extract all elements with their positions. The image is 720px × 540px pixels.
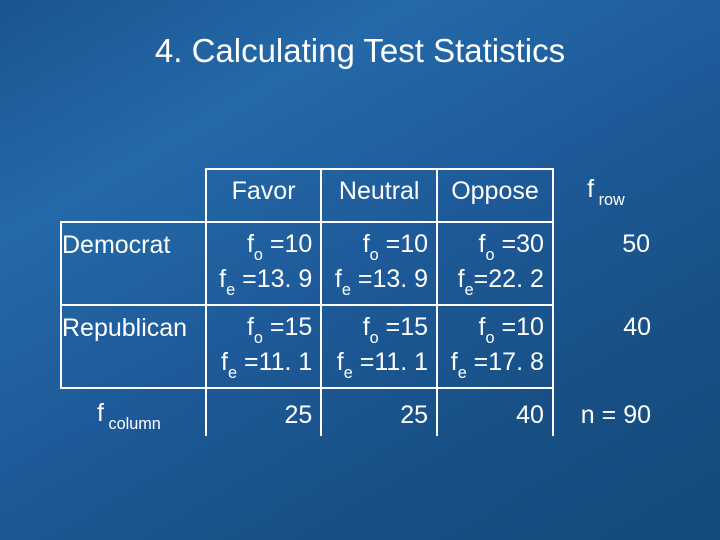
header-blank — [61, 169, 206, 222]
chi-square-table: Favor Neutral Oppose f row Democrat fo =… — [60, 168, 660, 436]
frow-republican: 40 — [553, 305, 659, 388]
grand-total: n = 90 — [553, 388, 659, 436]
cell-republican-favor: fo =15 fe =11. 1 — [206, 305, 321, 388]
slide-title: 4. Calculating Test Statistics — [0, 0, 720, 70]
cell-republican-oppose: fo =10 fe =17. 8 — [437, 305, 553, 388]
fcolumn-favor: 25 — [206, 388, 321, 436]
row-label-republican: Republican — [61, 305, 206, 388]
row-label-fcolumn: f column — [61, 388, 206, 436]
col-header-favor: Favor — [206, 169, 321, 222]
cell-democrat-favor: fo =10 fe =13. 9 — [206, 222, 321, 305]
frow-democrat: 50 — [553, 222, 659, 305]
fcolumn-neutral: 25 — [321, 388, 437, 436]
cell-republican-neutral: fo =15 fe =11. 1 — [321, 305, 437, 388]
cell-democrat-oppose: fo =30 fe=22. 2 — [437, 222, 553, 305]
col-header-frow: f row — [553, 169, 659, 222]
cell-democrat-neutral: fo =10 fe =13. 9 — [321, 222, 437, 305]
fcolumn-oppose: 40 — [437, 388, 553, 436]
row-label-democrat: Democrat — [61, 222, 206, 305]
col-header-neutral: Neutral — [321, 169, 437, 222]
col-header-oppose: Oppose — [437, 169, 553, 222]
